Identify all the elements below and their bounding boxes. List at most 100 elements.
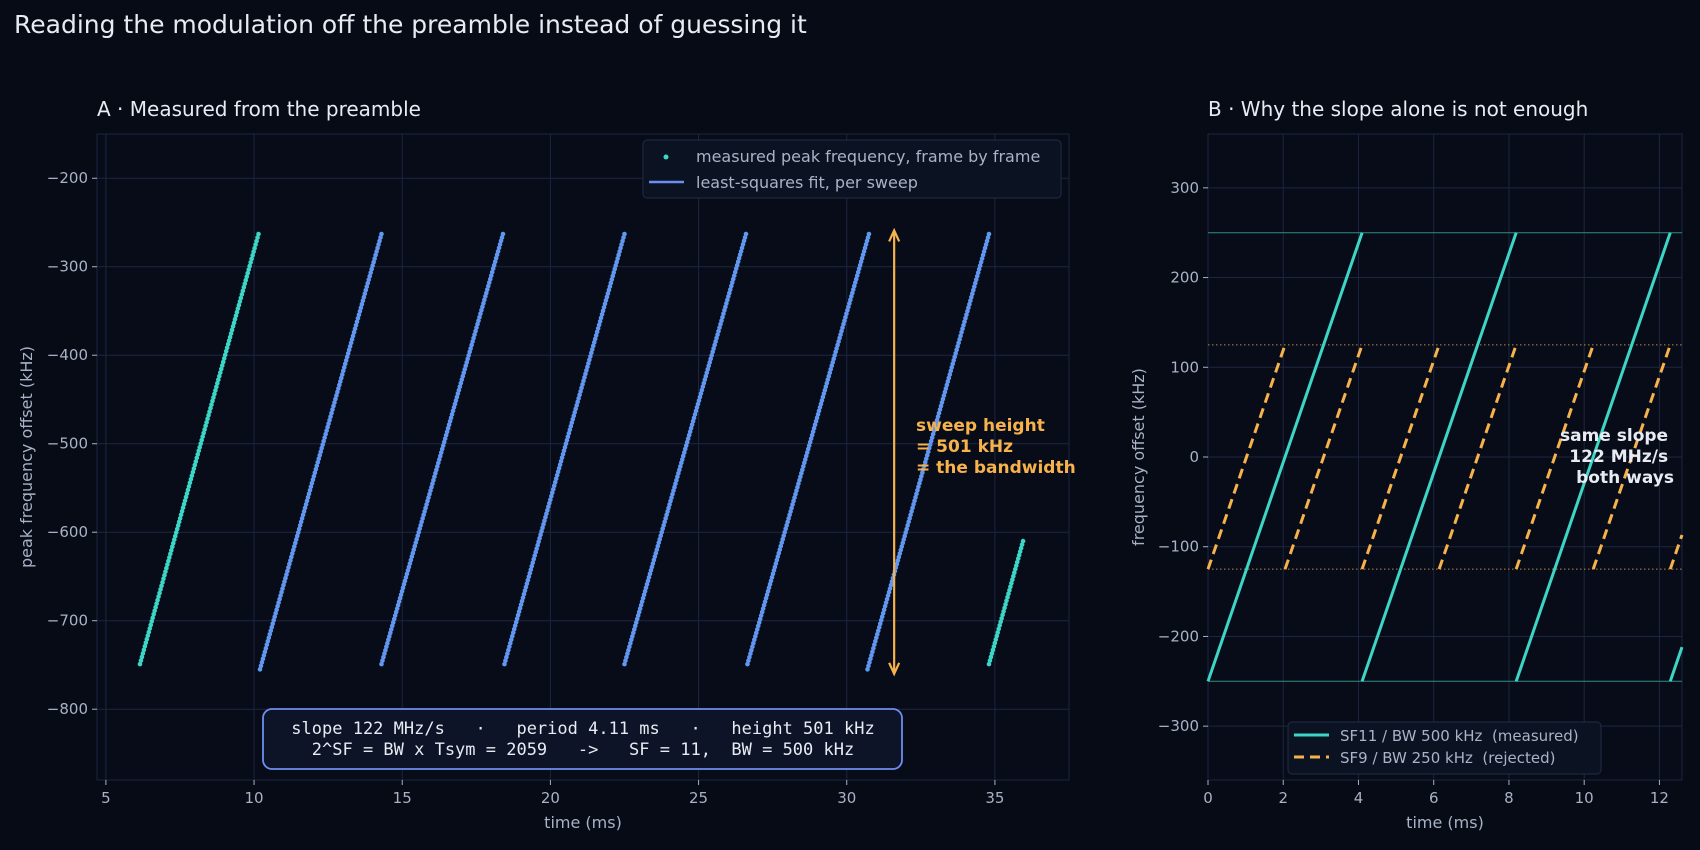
measured-point (187, 480, 193, 486)
measured-point (178, 512, 184, 518)
y-tick-label: −200 (47, 169, 88, 187)
measured-point (229, 327, 235, 333)
measured-point (1008, 584, 1013, 590)
panel-a-legend-box (642, 139, 1062, 199)
fit-line (380, 233, 504, 665)
measured-point (179, 508, 185, 514)
panel-a-legend: measured peak frequency, frame by frame … (642, 139, 1062, 199)
panel-b-series-lines (1206, 232, 1684, 682)
measured-point (994, 633, 1000, 639)
measured-point (1018, 545, 1024, 551)
measured-point (200, 434, 205, 439)
panel-a-x-ticks: 5 10 15 20 25 30 35 (101, 780, 1004, 807)
info-box-line-2: 2^SF = BW x Tsym = 2059 -> SF = 11, BW =… (312, 740, 854, 760)
measured-point (209, 402, 214, 407)
measured-point (1010, 577, 1015, 583)
measured-point (166, 558, 171, 564)
measured-point (231, 320, 237, 326)
measured-point (239, 292, 245, 297)
x-tick-label: 12 (1650, 789, 1669, 807)
measured-point (228, 331, 234, 336)
measured-point (172, 533, 178, 539)
sf11-chirp-line (1206, 232, 1364, 682)
measured-point (182, 498, 188, 503)
same-slope-line-3: both ways (1576, 468, 1674, 488)
measured-point (234, 309, 240, 315)
measured-point (171, 537, 177, 542)
y-tick-label: −400 (47, 346, 88, 364)
measured-point (207, 409, 212, 415)
measured-point (992, 640, 998, 646)
measured-point (137, 661, 143, 667)
panel-b-title: B · Why the slope alone is not enough (1208, 97, 1588, 121)
measured-point (183, 494, 189, 500)
y-tick-label: 100 (1170, 358, 1199, 376)
measured-point (194, 455, 200, 461)
measured-point (195, 452, 201, 457)
measured-point (211, 395, 216, 400)
panel-a-title: A · Measured from the preamble (97, 97, 421, 121)
measured-point (238, 295, 244, 301)
measured-point (1006, 591, 1011, 597)
y-tick-label: −300 (1158, 717, 1199, 735)
x-tick-label: 15 (393, 789, 412, 807)
measured-point (995, 630, 1001, 635)
measured-point (169, 548, 174, 553)
measured-point (1012, 566, 1018, 572)
measured-point (142, 644, 148, 649)
measured-point (177, 516, 183, 521)
measured-point (1015, 556, 1021, 561)
measured-point (1016, 552, 1022, 558)
measured-point (245, 270, 251, 276)
measured-point (254, 238, 259, 244)
measured-point (198, 441, 204, 447)
measured-point (149, 619, 155, 624)
panel-b-reference-levels (1208, 232, 1682, 682)
sf9-chirp-line (1206, 344, 1287, 570)
measured-point (190, 469, 196, 475)
measured-point (213, 388, 218, 393)
measured-point (188, 476, 194, 482)
panel-a-y-axis-label: peak frequency offset (kHz) (17, 346, 36, 568)
measured-point (1004, 598, 1009, 604)
y-tick-label: 300 (1170, 179, 1199, 197)
measured-point (157, 590, 162, 596)
measured-point (996, 626, 1002, 632)
measured-point (1020, 538, 1026, 544)
fit-line (259, 233, 383, 670)
measured-point (139, 654, 145, 660)
measured-point (998, 619, 1003, 625)
measured-point (161, 576, 166, 582)
measured-point (186, 484, 192, 489)
measured-point (246, 267, 252, 272)
measured-point (230, 324, 236, 329)
y-tick-label: 200 (1170, 269, 1199, 287)
measured-point (214, 384, 219, 390)
measured-point (148, 622, 154, 628)
sf11-chirp-line (1514, 232, 1672, 682)
legend-fit-line: least-squares fit, per sweep (696, 173, 918, 192)
measured-point (210, 398, 215, 404)
measured-point (256, 231, 261, 237)
measured-point (1012, 570, 1017, 575)
figure-title: Reading the modulation off the preamble … (14, 10, 807, 39)
fit-line (866, 233, 990, 670)
panel-a-y-ticks: −800 −700 −600 −500 −400 −300 −200 (47, 169, 97, 718)
measured-point (226, 338, 232, 343)
measured-point (202, 427, 207, 432)
arrow-head-top (888, 227, 901, 242)
panel-b-y-axis-label: frequency offset (kHz) (1129, 368, 1148, 546)
measured-point (189, 473, 195, 478)
x-tick-label: 5 (101, 789, 111, 807)
measured-point (232, 317, 238, 322)
x-tick-label: 4 (1354, 789, 1364, 807)
measured-point (237, 299, 243, 304)
measured-point (151, 612, 156, 617)
measured-point (250, 253, 255, 258)
measured-point (170, 540, 176, 546)
measured-point (175, 523, 181, 528)
sf9-chirp-line (1514, 344, 1595, 570)
panel-b-x-axis-label: time (ms) (1406, 813, 1484, 832)
measured-point (162, 572, 167, 578)
